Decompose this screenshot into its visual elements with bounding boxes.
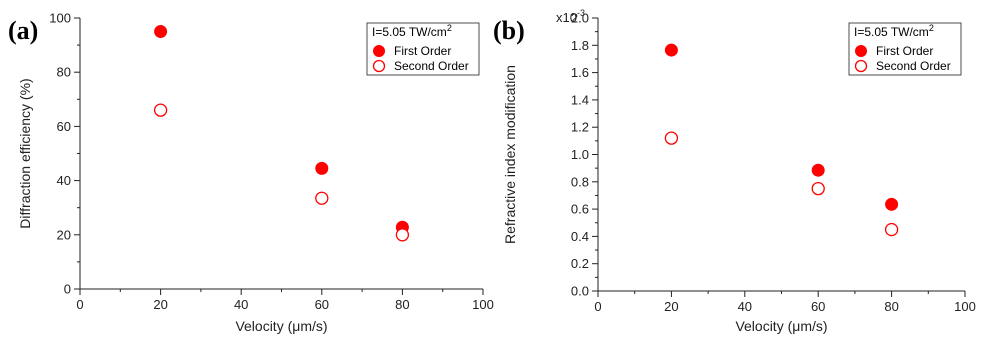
second-order-point [395,228,410,242]
first-order-point [315,161,329,175]
panel-label: (a) [8,16,38,45]
legend-marker-first-order [855,45,867,57]
legend-marker-first-order [373,45,385,57]
legend-entry: First Order [876,44,933,58]
y-exponent-label: x10-3 [556,8,585,25]
legend-title: I=5.05 TW/cm2 [372,23,452,39]
x-tick-label: 100 [472,297,494,312]
first-order-point [154,25,168,39]
x-axis-label: Velocity (μm/s) [735,318,827,334]
y-tick-label: 80 [57,65,71,80]
legend-marker-second-order [372,59,386,73]
first-order-point [811,163,825,177]
first-order-point [885,197,899,211]
x-tick-label: 0 [76,297,83,312]
y-tick-label: 1.6 [571,65,589,80]
y-tick-label: 2.0 [571,11,589,26]
second-order-point [315,191,329,205]
y-tick-label: 100 [49,11,71,26]
legend-title: I=5.05 TW/cm2 [854,23,934,39]
y-tick-label: 0.4 [571,229,589,244]
y-tick-label: 0.6 [571,202,589,217]
y-tick-label: 0.2 [571,256,589,271]
second-order-point [884,222,899,237]
legend-marker-second-order [854,59,868,73]
x-tick-label: 60 [811,299,825,314]
x-tick-label: 80 [395,297,409,312]
legend-entry: First Order [394,44,451,58]
y-axis-label: Diffraction efficiency (%) [17,78,33,228]
y-tick-label: 20 [57,227,71,242]
x-tick-label: 20 [153,297,167,312]
legend-box [848,22,962,76]
first-order-point [664,43,678,57]
x-tick-label: 40 [234,297,248,312]
legend-entry: Second Order [876,59,951,73]
second-order-point [153,103,168,117]
x-tick-label: 40 [738,299,752,314]
y-tick-label: 0.0 [571,284,589,299]
second-order-point [664,131,679,145]
legend-box [366,22,480,76]
x-axis-label: Velocity (μm/s) [235,318,327,334]
panel-label: (b) [493,16,525,45]
legend-entry: Second Order [394,59,469,73]
y-tick-label: 60 [57,119,71,134]
y-tick-label: 1.4 [571,92,589,107]
second-order-point [811,181,825,196]
y-tick-label: 0.8 [571,174,589,189]
chart-panel-a: 0 20 40 60 80 100 0 20 40 60 80 100 Velocity (μm/s) D… [8,11,494,335]
x-tick-label: 80 [884,299,898,314]
x-tick-label: 20 [664,299,678,314]
y-tick-label: 40 [57,173,71,188]
chart-panel-b: 0 20 40 60 80 100 0.0 0.2 0.4 0.6 0.8 1.0 1.2 1.4 1.6 1… [493,8,976,334]
x-tick-label: 100 [954,299,976,314]
y-tick-label: 1.2 [571,120,589,135]
y-tick-label: 0 [64,282,71,297]
y-tick-label: 1.0 [571,147,589,162]
y-tick-label: 1.8 [571,38,589,53]
x-tick-label: 60 [315,297,329,312]
y-axis-label: Refractive index modification [502,65,518,244]
x-tick-label: 0 [594,299,601,314]
